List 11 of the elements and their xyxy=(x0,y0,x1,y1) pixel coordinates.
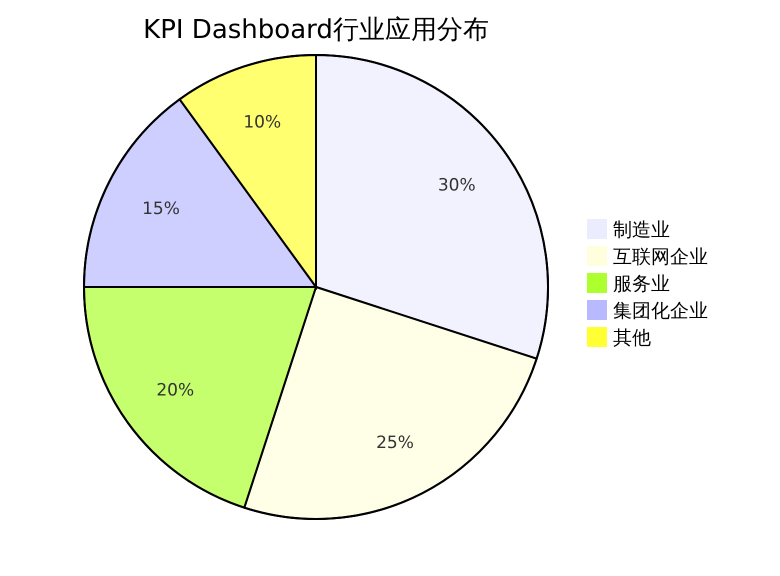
data-label: 30% xyxy=(438,176,476,196)
data-label: 20% xyxy=(156,380,194,400)
chart-title: KPI Dashboard行业应用分布 xyxy=(143,15,489,45)
legend-label: 集团化企业 xyxy=(613,300,708,322)
data-label: 15% xyxy=(142,199,180,220)
legend-label: 其他 xyxy=(613,327,651,349)
legend-label: 制造业 xyxy=(613,219,670,241)
data-label: 25% xyxy=(376,433,414,454)
legend-label: 服务业 xyxy=(613,273,670,295)
legend-label: 互联网企业 xyxy=(613,246,708,268)
data-label: 10% xyxy=(243,112,282,133)
